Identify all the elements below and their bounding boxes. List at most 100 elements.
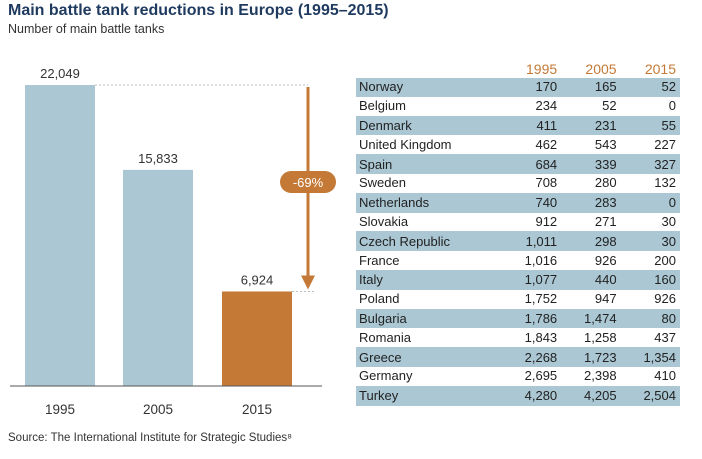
x-tick-label: 2005 xyxy=(143,402,173,417)
x-tick-label: 1995 xyxy=(45,402,75,417)
bar-2015 xyxy=(222,291,292,386)
country-cell: Norway xyxy=(356,78,502,97)
value-cell: 2,398 xyxy=(561,366,621,387)
value-cell: 1,474 xyxy=(561,309,621,329)
value-cell: 926 xyxy=(620,289,680,310)
table-row: France 1,016 926 200 xyxy=(356,251,680,271)
value-cell: 926 xyxy=(561,251,621,271)
value-cell: 1,354 xyxy=(620,347,680,367)
reduction-arrow-head xyxy=(301,275,315,290)
x-tick-label: 2015 xyxy=(242,402,272,417)
column-header-2015: 2015 xyxy=(644,61,676,77)
country-cell: Denmark xyxy=(356,116,502,136)
value-cell: 1,016 xyxy=(501,251,562,271)
column-header-country xyxy=(356,60,502,78)
source-note: Source: The International Institute for … xyxy=(8,432,292,444)
bar-2005 xyxy=(123,169,193,386)
value-cell: 0 xyxy=(620,193,680,213)
bar-value-label: 22,049 xyxy=(40,66,80,81)
tanks-table: 1995 2005 2015 Norway 170 165 52 Belgium 234 52 0… xyxy=(356,60,680,406)
value-cell: 327 xyxy=(620,154,680,174)
value-cell: 231 xyxy=(561,116,621,136)
table-row: United Kingdom 462 543 227 xyxy=(356,135,680,156)
value-cell: 200 xyxy=(620,251,680,271)
country-cell: Sweden xyxy=(356,173,502,194)
value-cell: 52 xyxy=(561,96,621,117)
value-cell: 280 xyxy=(561,173,621,194)
value-cell: 227 xyxy=(620,135,680,156)
table-row: Czech Republic 1,011 298 30 xyxy=(356,231,680,252)
country-cell: Italy xyxy=(356,270,502,290)
bar-chart: 22,049 1995 15,833 2005 6,924 2015 -69% xyxy=(10,66,336,417)
value-cell: 1,011 xyxy=(501,231,562,252)
table-row: Romania 1,843 1,258 437 xyxy=(356,328,680,349)
value-cell: 708 xyxy=(501,173,562,194)
table-row: Germany 2,695 2,398 410 xyxy=(356,366,680,387)
value-cell: 234 xyxy=(501,96,562,117)
table-row: Spain 684 339 327 xyxy=(356,154,680,174)
value-cell: 283 xyxy=(561,193,621,213)
value-cell: 165 xyxy=(561,78,621,97)
value-cell: 339 xyxy=(561,154,621,174)
value-cell: 740 xyxy=(501,193,562,213)
country-cell: Bulgaria xyxy=(356,309,502,329)
country-cell: Slovakia xyxy=(356,212,502,233)
column-header-1995: 1995 xyxy=(526,61,558,77)
table-row: Sweden 708 280 132 xyxy=(356,173,680,194)
value-cell: 411 xyxy=(501,116,562,136)
value-cell: 160 xyxy=(620,270,680,290)
value-cell: 2,504 xyxy=(620,386,680,406)
country-cell: Poland xyxy=(356,289,502,310)
value-cell: 1,752 xyxy=(501,289,562,310)
value-cell: 947 xyxy=(561,289,621,310)
value-cell: 410 xyxy=(620,366,680,387)
value-cell: 1,077 xyxy=(501,270,562,290)
country-cell: Belgium xyxy=(356,96,502,117)
value-cell: 1,786 xyxy=(501,309,562,329)
table-row: Turkey 4,280 4,205 2,504 xyxy=(356,386,680,406)
value-cell: 2,268 xyxy=(501,347,562,367)
country-cell: United Kingdom xyxy=(356,135,502,156)
value-cell: 2,695 xyxy=(501,366,562,387)
column-header-2005: 2005 xyxy=(585,61,617,77)
chart-subtitle: Number of main battle tanks xyxy=(8,22,165,36)
value-cell: 298 xyxy=(561,231,621,252)
table-header-row: 1995 2005 2015 xyxy=(356,60,680,78)
value-cell: 440 xyxy=(561,270,621,290)
value-cell: 30 xyxy=(620,212,680,233)
bar-value-label: 6,924 xyxy=(241,272,274,287)
value-cell: 912 xyxy=(501,212,562,233)
country-cell: Netherlands xyxy=(356,193,502,213)
table-row: Belgium 234 52 0 xyxy=(356,96,680,117)
value-cell: 462 xyxy=(501,135,562,156)
value-cell: 437 xyxy=(620,328,680,349)
table-row: Slovakia 912 271 30 xyxy=(356,212,680,233)
country-cell: Spain xyxy=(356,154,502,174)
bar-value-label: 15,833 xyxy=(138,151,178,166)
table-row: Netherlands 740 283 0 xyxy=(356,193,680,213)
value-cell: 684 xyxy=(501,154,562,174)
value-cell: 543 xyxy=(561,135,621,156)
value-cell: 4,280 xyxy=(501,386,562,406)
country-cell: France xyxy=(356,251,502,271)
chart-title: Main battle tank reductions in Europe (1… xyxy=(8,2,389,19)
value-cell: 1,723 xyxy=(561,347,621,367)
country-cell: Czech Republic xyxy=(356,231,502,252)
annotation-pill xyxy=(280,171,336,193)
value-cell: 52 xyxy=(620,78,680,97)
value-cell: 132 xyxy=(620,173,680,194)
value-cell: 271 xyxy=(561,212,621,233)
table-row: Norway 170 165 52 xyxy=(356,78,680,97)
value-cell: 0 xyxy=(620,96,680,117)
table-row: Italy 1,077 440 160 xyxy=(356,270,680,290)
country-cell: Germany xyxy=(356,366,502,387)
country-cell: Greece xyxy=(356,347,502,367)
value-cell: 1,843 xyxy=(501,328,562,349)
annotation-label: -69% xyxy=(293,175,324,190)
value-cell: 170 xyxy=(501,78,562,97)
table-row: Greece 2,268 1,723 1,354 xyxy=(356,347,680,367)
country-cell: Turkey xyxy=(356,386,502,406)
table-row: Bulgaria 1,786 1,474 80 xyxy=(356,309,680,329)
country-cell: Romania xyxy=(356,328,502,349)
table-row: Poland 1,752 947 926 xyxy=(356,289,680,310)
